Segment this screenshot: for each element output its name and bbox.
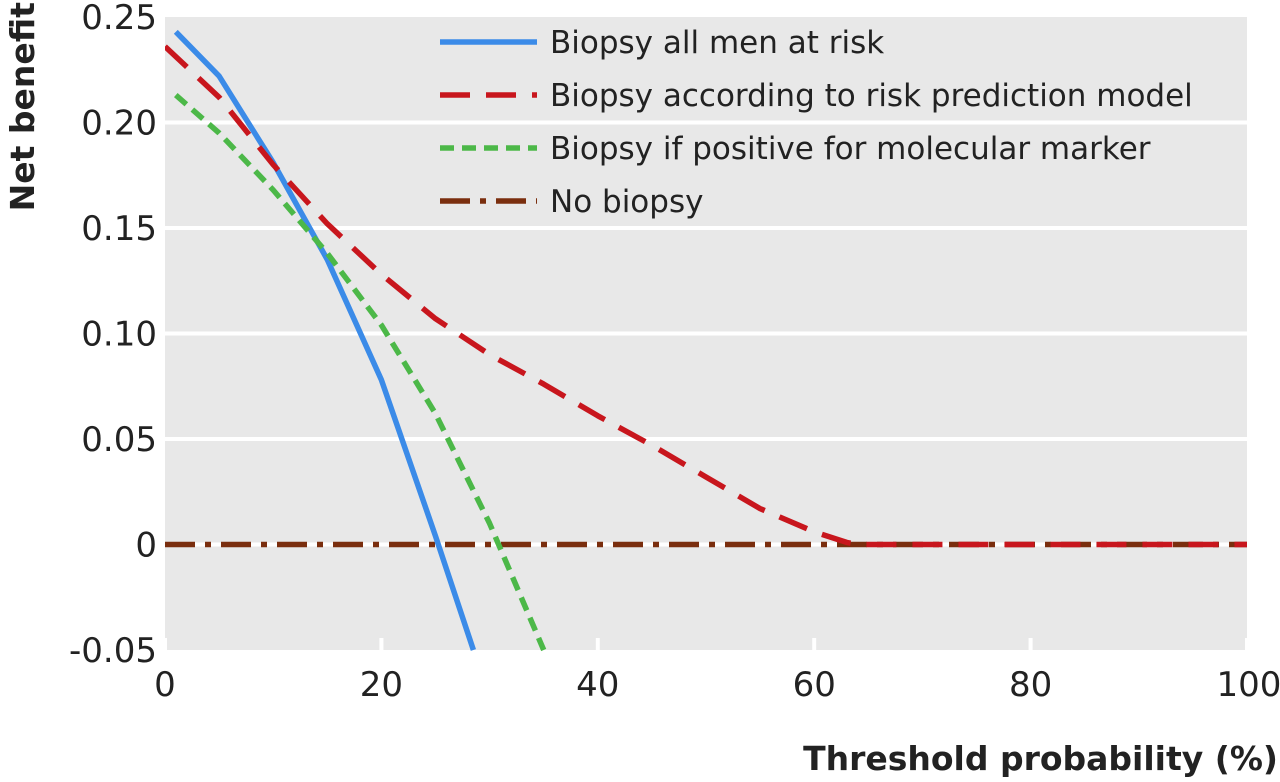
x-axis-title: Threshold probability (%) bbox=[803, 739, 1278, 778]
x-tick-label: 20 bbox=[360, 665, 403, 705]
y-tick-label: 0.25 bbox=[81, 0, 157, 38]
x-tick-label: 80 bbox=[1009, 665, 1052, 705]
x-tick-label: 100 bbox=[1217, 665, 1280, 705]
series-line-2 bbox=[165, 44, 1247, 548]
y-tick-label: -0.05 bbox=[69, 631, 157, 671]
legend: Biopsy all men at risk Biopsy according t… bbox=[440, 25, 1193, 220]
legend-label: Biopsy according to risk prediction mode… bbox=[550, 78, 1193, 114]
y-tick-label: 0.05 bbox=[81, 420, 157, 460]
x-tick-label: 60 bbox=[793, 665, 836, 705]
series-lines bbox=[165, 29, 1247, 652]
y-tick-label: 0.15 bbox=[81, 209, 157, 249]
y-tick-label: 0.10 bbox=[81, 315, 157, 355]
legend-label: No biopsy bbox=[550, 184, 703, 220]
x-tick-label: 0 bbox=[154, 665, 176, 705]
series-line-1 bbox=[173, 29, 477, 651]
x-tick-label: 40 bbox=[576, 665, 619, 705]
y-tick-label: 0.20 bbox=[81, 104, 157, 144]
y-tick-label: 0 bbox=[135, 526, 157, 566]
legend-label: Biopsy all men at risk bbox=[550, 25, 884, 61]
y-axis-title: Net benefit bbox=[3, 2, 42, 212]
legend-label: Biopsy if positive for molecular marker bbox=[550, 131, 1151, 167]
series-line-3 bbox=[173, 93, 547, 652]
